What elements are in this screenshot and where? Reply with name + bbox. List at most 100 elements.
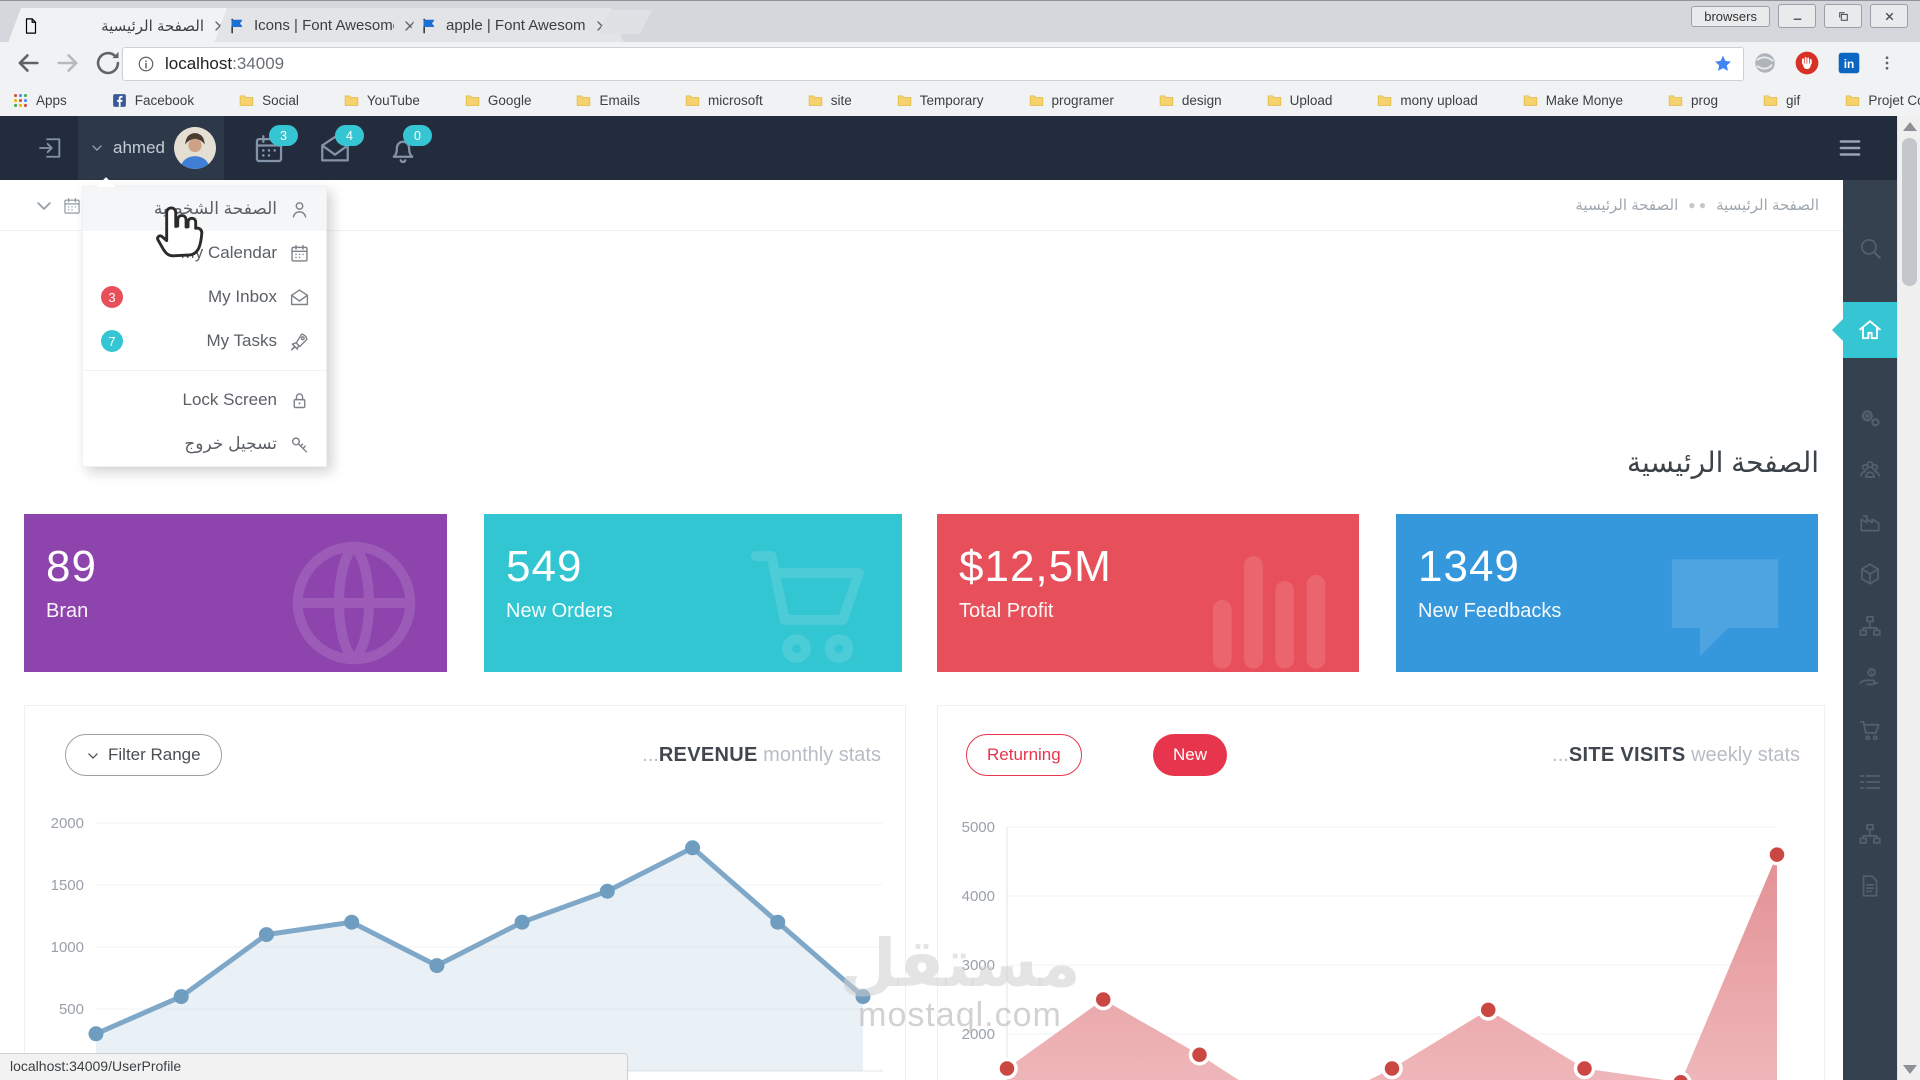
user-menu-item[interactable]: My Calendar bbox=[83, 231, 326, 275]
header-calendar-icon[interactable] bbox=[62, 196, 82, 216]
sidebar-item-sitemap[interactable] bbox=[1843, 808, 1897, 860]
bookmark-label: Apps bbox=[36, 92, 67, 108]
sidebar-item-factory[interactable] bbox=[1843, 496, 1897, 548]
scroll-down-icon[interactable] bbox=[1903, 1065, 1917, 1074]
browser-tab[interactable]: Icons | Font Awesome bbox=[214, 8, 432, 43]
bookmark-item[interactable]: prog bbox=[1667, 92, 1718, 109]
bookmark-label: site bbox=[830, 92, 852, 108]
bookmark-star-icon[interactable] bbox=[1713, 54, 1733, 74]
bookmark-label: design bbox=[1181, 92, 1222, 108]
folder-icon bbox=[896, 92, 913, 109]
user-menu-item[interactable]: تسجيل خروج bbox=[83, 422, 326, 466]
folder-icon bbox=[575, 92, 592, 109]
sidebar-item-search[interactable] bbox=[1843, 222, 1897, 274]
flag-icon bbox=[420, 17, 438, 35]
bookmark-item[interactable]: Apps bbox=[12, 92, 67, 109]
user-menu-toggle[interactable]: ahmed bbox=[78, 116, 224, 180]
browser-tab[interactable]: الصفحة الرئيسية bbox=[8, 8, 242, 43]
envelope-icon bbox=[289, 287, 310, 308]
page-info-icon[interactable] bbox=[137, 55, 155, 73]
bookmark-item[interactable]: Social bbox=[238, 92, 299, 109]
rocket-icon bbox=[289, 331, 310, 352]
user-menu-item[interactable]: 3 My Inbox bbox=[83, 275, 326, 319]
reload-button[interactable] bbox=[94, 49, 122, 77]
filter-range-button[interactable]: Filter Range bbox=[65, 734, 222, 776]
user-menu-item[interactable]: الصفحة الشخصية bbox=[83, 187, 326, 231]
sidebar-item-sitemap[interactable] bbox=[1843, 600, 1897, 652]
folder-icon bbox=[343, 92, 360, 109]
collapse-chevron-icon[interactable] bbox=[34, 196, 54, 216]
menu-item-badge: 3 bbox=[101, 286, 123, 308]
menu-divider bbox=[83, 370, 326, 371]
bookmark-item[interactable]: microsoft bbox=[684, 92, 763, 109]
sidebar-item-home[interactable] bbox=[1832, 302, 1897, 358]
sidebar-toggle-icon[interactable] bbox=[1833, 135, 1867, 161]
navbar-envelope-button[interactable]: 4 bbox=[318, 125, 364, 166]
stat-card[interactable]: 549 New Orders bbox=[484, 514, 902, 672]
new-button[interactable]: New bbox=[1153, 734, 1228, 776]
bookmark-item[interactable]: mony upload bbox=[1376, 92, 1478, 109]
sidebar-item-cube[interactable] bbox=[1843, 548, 1897, 600]
sidebar-item-hand-money[interactable]: $ bbox=[1843, 652, 1897, 704]
sidebar-item-gears[interactable] bbox=[1843, 392, 1897, 444]
address-bar[interactable]: localhost:34009 bbox=[122, 47, 1744, 81]
scrollbar[interactable] bbox=[1897, 116, 1920, 1080]
bookmark-label: Emails bbox=[599, 92, 640, 108]
scroll-up-icon[interactable] bbox=[1903, 122, 1917, 131]
bookmark-item[interactable]: Facebook bbox=[111, 92, 194, 109]
folder-icon bbox=[1762, 92, 1779, 109]
stat-card[interactable]: 89 Bran bbox=[24, 514, 447, 672]
user-menu-item[interactable]: Lock Screen bbox=[83, 378, 326, 422]
revenue-chart: 0500100015002000DECJANFEBMARAPRMAYJUNJUL… bbox=[51, 815, 883, 1080]
calendar-icon bbox=[289, 243, 310, 264]
navbar-bell-button[interactable]: 0 bbox=[386, 125, 432, 166]
content-header: الصفحة الرئيسية ● ● الصفحة الرئيسية bbox=[0, 180, 1843, 231]
bookmark-item[interactable]: Projet Colage bbox=[1844, 92, 1920, 109]
sidebar-item-list[interactable] bbox=[1843, 756, 1897, 808]
lock-icon bbox=[289, 390, 310, 411]
bookmark-item[interactable]: Emails bbox=[575, 92, 640, 109]
bookmark-item[interactable]: gif bbox=[1762, 92, 1800, 109]
stat-card[interactable]: 1349 New Feedbacks bbox=[1396, 514, 1818, 672]
close-window-button[interactable] bbox=[1870, 4, 1908, 28]
bookmark-item[interactable]: YouTube bbox=[343, 92, 420, 109]
browser-tab-strip: الصفحة الرئيسية Icons | Font Awesome apple… bbox=[0, 0, 1920, 43]
bookmark-item[interactable]: Upload bbox=[1266, 92, 1332, 109]
returning-button[interactable]: Returning bbox=[966, 734, 1082, 776]
sidebar-item-cart[interactable] bbox=[1843, 704, 1897, 756]
browser-tab[interactable]: apple | Font Awesome bbox=[406, 8, 624, 43]
adblock-extension-icon[interactable] bbox=[1794, 50, 1820, 76]
svg-text:2000: 2000 bbox=[51, 815, 84, 832]
scrollbar-thumb[interactable] bbox=[1902, 138, 1917, 286]
breadcrumb-item[interactable]: الصفحة الرئيسية bbox=[1716, 197, 1819, 214]
navbar-calendar-button[interactable]: 3 bbox=[252, 125, 298, 166]
sidebar-item-users[interactable] bbox=[1843, 444, 1897, 496]
sidebar-item-file[interactable] bbox=[1843, 860, 1897, 912]
stat-card[interactable]: $12,5M Total Profit bbox=[937, 514, 1359, 672]
restore-button[interactable] bbox=[1824, 4, 1862, 28]
back-button[interactable] bbox=[14, 49, 42, 77]
folder-icon bbox=[238, 92, 255, 109]
forward-button[interactable] bbox=[54, 49, 82, 77]
bookmark-label: Social bbox=[262, 92, 299, 108]
bookmark-item[interactable]: Make Monye bbox=[1522, 92, 1623, 109]
breadcrumb: الصفحة الرئيسية ● ● الصفحة الرئيسية bbox=[1575, 196, 1819, 214]
bookmark-label: YouTube bbox=[366, 92, 420, 108]
bookmark-item[interactable]: Temporary bbox=[896, 92, 984, 109]
breadcrumb-item[interactable]: الصفحة الرئيسية bbox=[1575, 197, 1679, 214]
bookmark-item[interactable]: design bbox=[1158, 92, 1222, 109]
logout-icon[interactable] bbox=[36, 134, 64, 162]
globe-icon bbox=[279, 528, 429, 672]
bookmark-item[interactable]: Google bbox=[464, 92, 531, 109]
minimize-button[interactable] bbox=[1778, 4, 1816, 28]
breadcrumb-separator: ● ● bbox=[1688, 198, 1707, 212]
extension-ball-icon[interactable] bbox=[1752, 50, 1778, 76]
bookmark-item[interactable]: site bbox=[807, 92, 852, 109]
tab-title: الصفحة الرئيسية bbox=[101, 17, 204, 35]
browser-menu-icon[interactable] bbox=[1878, 50, 1896, 76]
bookmark-item[interactable]: programer bbox=[1028, 92, 1114, 109]
user-menu-item[interactable]: 7 My Tasks bbox=[83, 319, 326, 363]
linkedin-extension-icon[interactable]: in bbox=[1836, 50, 1862, 76]
menu-item-label: My Tasks bbox=[206, 331, 277, 350]
svg-text:2000: 2000 bbox=[962, 1026, 995, 1043]
